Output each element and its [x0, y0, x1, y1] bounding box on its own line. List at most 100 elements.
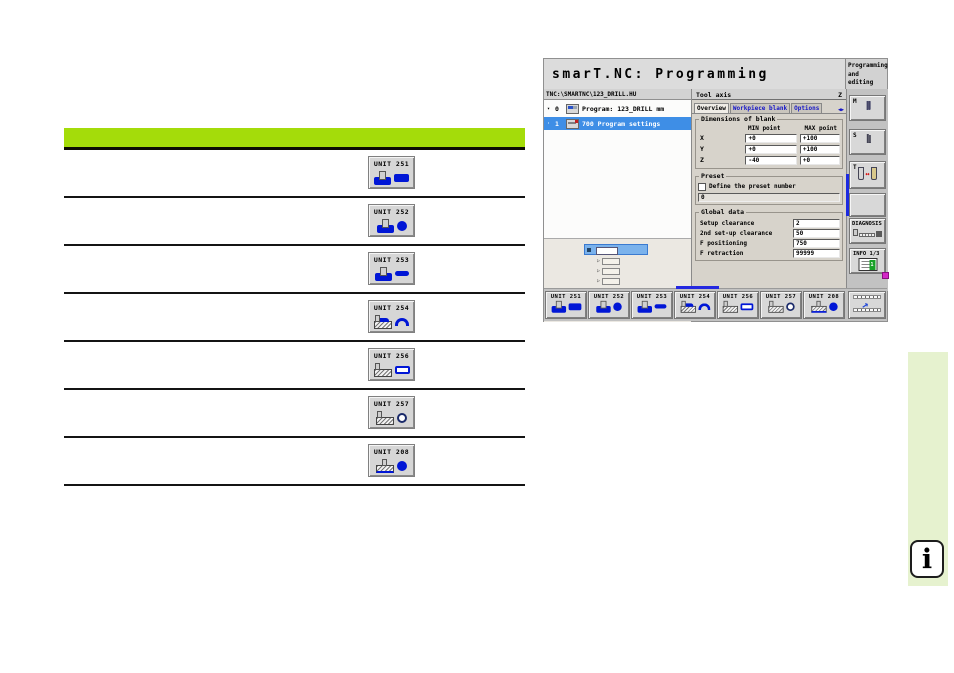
tool-axis-value: Z: [838, 91, 842, 99]
min-point-header: MIN point: [748, 125, 781, 132]
s-key-label: S: [853, 132, 857, 139]
circular-pocket-icon: [376, 217, 407, 234]
expander-icon[interactable]: ▾: [547, 105, 551, 112]
diagnosis-icon: [850, 229, 885, 237]
softkey-unit-252[interactable]: UNIT 252: [588, 291, 630, 319]
blank-row-z: Z -40 +0: [698, 155, 840, 165]
table-row: UNIT 257: [64, 390, 525, 438]
unit-label: UNIT 252: [373, 208, 410, 216]
screen-title-bar: smarT.NC: Programming Programming and ed…: [544, 59, 888, 90]
unit-257-softkey-image: UNIT 257: [368, 396, 415, 429]
block-number: 1: [555, 119, 559, 128]
table-row: UNIT 252: [64, 198, 525, 246]
softkey-unit-253[interactable]: UNIT 253: [631, 291, 673, 319]
info-icon[interactable]: i: [910, 540, 944, 578]
form-body: Dimensions of blank MIN point MAX point …: [692, 113, 846, 291]
info-key-label: INFO 1/3: [853, 251, 880, 257]
rectangular-stud-icon: [722, 300, 754, 313]
program-icon: [566, 103, 579, 114]
diagnosis-key[interactable]: DIAGNOSIS: [849, 218, 886, 244]
slot-milling-icon: [374, 265, 409, 282]
softkey-unit-251[interactable]: UNIT 251: [545, 291, 587, 319]
bore-milling-icon: [376, 457, 407, 474]
x-max-field[interactable]: +100: [799, 133, 840, 143]
status-mini-icon: [882, 272, 889, 279]
blank-key[interactable]: [849, 193, 886, 217]
softkey-unit-208[interactable]: UNIT 208: [803, 291, 845, 319]
form-tabs: Overview Workpiece blank Options ◀▶: [692, 100, 846, 114]
z-min-field[interactable]: -40: [745, 155, 797, 165]
tab-overview[interactable]: Overview: [694, 103, 729, 113]
unit-253-softkey-image: UNIT 253: [368, 252, 415, 285]
circular-stud-icon: [376, 409, 407, 426]
softkey-label: UNIT 253: [636, 294, 668, 300]
unit-208-softkey-image: UNIT 208: [368, 444, 415, 477]
global-row: Setup clearance 2: [698, 218, 840, 228]
unit-label: UNIT 251: [373, 160, 410, 168]
tab-scroll-icon[interactable]: ◀▶: [837, 107, 844, 113]
setup-clearance-field[interactable]: 2: [793, 218, 840, 228]
unit-form-pane: Tool axis Z Overview Workpiece blank Opt…: [692, 89, 847, 291]
rectangular-pocket-icon: [374, 169, 409, 186]
right-key-column: M S T ↔ DIAGNOSIS INFO 1/3 1: [847, 89, 888, 291]
x-min-field[interactable]: +0: [745, 133, 797, 143]
preview-row: ▷: [597, 268, 621, 275]
tree-item-label[interactable]: Program: 123_DRILL mm: [582, 104, 665, 113]
unit-label: UNIT 257: [373, 400, 410, 408]
t-key-label: T: [853, 164, 857, 171]
f-positioning-field[interactable]: 750: [793, 238, 840, 248]
softkey-unit-256[interactable]: UNIT 256: [717, 291, 759, 319]
smartnc-screenshot: smarT.NC: Programming Programming and ed…: [543, 58, 889, 322]
softkey-row-shift[interactable]: ↗: [848, 291, 886, 319]
axis-label: X: [700, 134, 704, 142]
tree-item-label[interactable]: 700 Program settings: [582, 119, 661, 128]
softkey-unit-257[interactable]: UNIT 257: [760, 291, 802, 319]
table-row: UNIT 253: [64, 246, 525, 294]
tab-workpiece-blank[interactable]: Workpiece blank: [729, 103, 791, 113]
diagnosis-label: DIAGNOSIS: [852, 221, 882, 227]
info-key[interactable]: INFO 1/3 1: [849, 248, 886, 274]
operating-mode-box: Programming and editing: [845, 59, 888, 89]
blank-row-y: Y +0 +100: [698, 144, 840, 154]
form-scrollbar[interactable]: [846, 174, 849, 216]
unit-label: UNIT 253: [373, 256, 410, 264]
field-label: F positioning: [700, 239, 747, 247]
preset-checkbox[interactable]: [698, 182, 706, 191]
tab-options[interactable]: Options: [791, 103, 823, 113]
info-page-icon: 1: [858, 258, 877, 271]
group-global-data: Global data Setup clearance 2 2nd set-up…: [695, 209, 843, 261]
second-setup-clearance-field[interactable]: 50: [793, 228, 840, 238]
expander-icon[interactable]: ·: [547, 120, 551, 127]
preview-row: ▷: [597, 258, 621, 265]
unit-label: UNIT 254: [373, 304, 410, 312]
softkey-row-dashes: [853, 308, 881, 312]
softkey-unit-254[interactable]: UNIT 254: [674, 291, 716, 319]
tool-holder-icon: [866, 101, 871, 110]
y-min-field[interactable]: +0: [745, 144, 797, 154]
global-row: F positioning 750: [698, 238, 840, 248]
circular-pocket-icon: [596, 300, 622, 313]
z-max-field[interactable]: +0: [799, 155, 840, 165]
global-row: F retraction 99999: [698, 248, 840, 258]
group-title: Dimensions of blank: [699, 115, 778, 123]
y-max-field[interactable]: +100: [799, 144, 840, 154]
rectangular-stud-icon: [373, 361, 410, 378]
unit-254-softkey-image: UNIT 254: [368, 300, 415, 333]
units-overview-table: UNIT 251 UNIT 252 UNIT 253 UNIT 254: [64, 128, 525, 486]
s-key[interactable]: S: [849, 129, 886, 155]
preset-checkbox-label[interactable]: Define the preset number: [709, 183, 796, 190]
block-number: 0: [555, 104, 559, 113]
f-retraction-field[interactable]: 99999: [793, 248, 840, 258]
preset-number-field[interactable]: 0: [698, 193, 840, 202]
spindle-icon: [866, 134, 871, 143]
tree-item-program-settings[interactable]: · 1 700 Program settings: [544, 117, 691, 130]
slot-milling-icon: [637, 300, 667, 313]
unit-256-softkey-image: UNIT 256: [368, 348, 415, 381]
unit-700-icon: [566, 118, 579, 129]
t-key[interactable]: T ↔: [849, 161, 886, 189]
tool-axis-label: Tool axis: [696, 91, 732, 99]
field-label: 2nd set-up clearance: [700, 229, 773, 237]
tree-item-program[interactable]: ▾ 0 Program: 123_DRILL mm: [544, 102, 691, 115]
m-key[interactable]: M: [849, 95, 886, 121]
file-path: TNC:\SMARTNC\123_DRILL.HU: [544, 89, 691, 100]
